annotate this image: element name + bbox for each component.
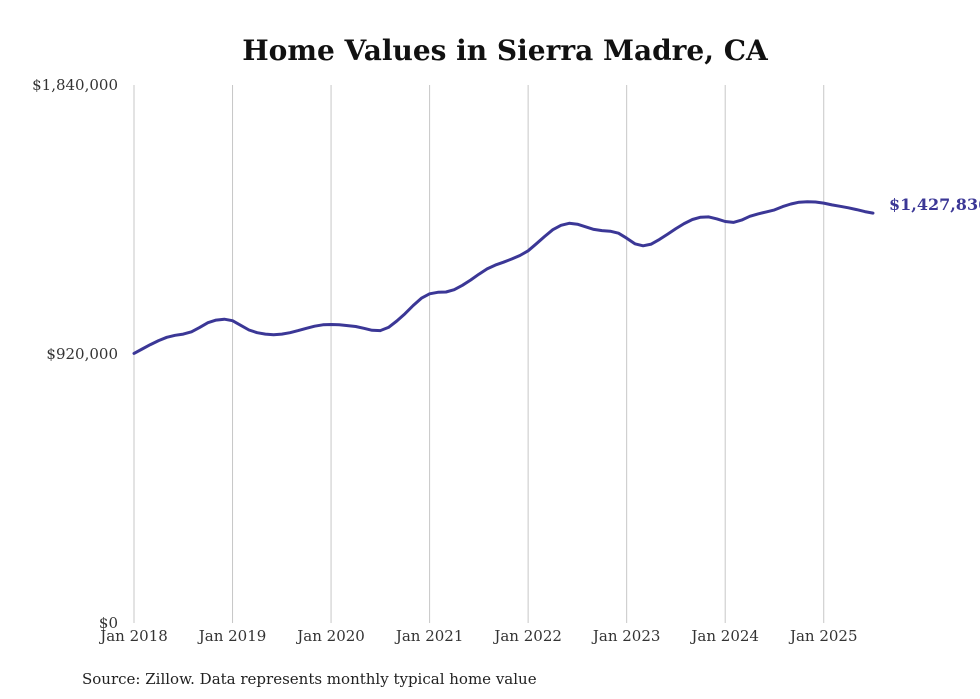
x-tick-label-4: Jan 2022: [492, 627, 562, 645]
end-value-label: $1,427,836: [889, 195, 980, 214]
x-tick-label-5: Jan 2023: [591, 627, 661, 645]
source-note: Source: Zillow. Data represents monthly …: [82, 670, 537, 688]
x-tick-label-2: Jan 2020: [295, 627, 365, 645]
y-tick-label-1: $920,000: [46, 345, 118, 363]
x-tick-label-1: Jan 2019: [197, 627, 267, 645]
y-axis-tick-labels: $0 $920,000 $1,840,000: [32, 76, 118, 632]
x-tick-label-3: Jan 2021: [394, 627, 464, 645]
y-tick-label-0: $0: [99, 614, 118, 632]
x-tick-label-0: Jan 2018: [98, 627, 168, 645]
series-line-home-value: [132, 200, 875, 355]
x-axis-tick-labels: Jan 2018 Jan 2019 Jan 2020 Jan 2021 Jan 2022…: [98, 627, 857, 645]
x-tick-label-6: Jan 2024: [689, 627, 759, 645]
grid-lines: [133, 85, 825, 623]
y-tick-label-2: $1,840,000: [32, 76, 118, 94]
chart-title: Home Values in Sierra Madre, CA: [242, 34, 769, 67]
x-tick-label-7: Jan 2025: [788, 627, 858, 645]
